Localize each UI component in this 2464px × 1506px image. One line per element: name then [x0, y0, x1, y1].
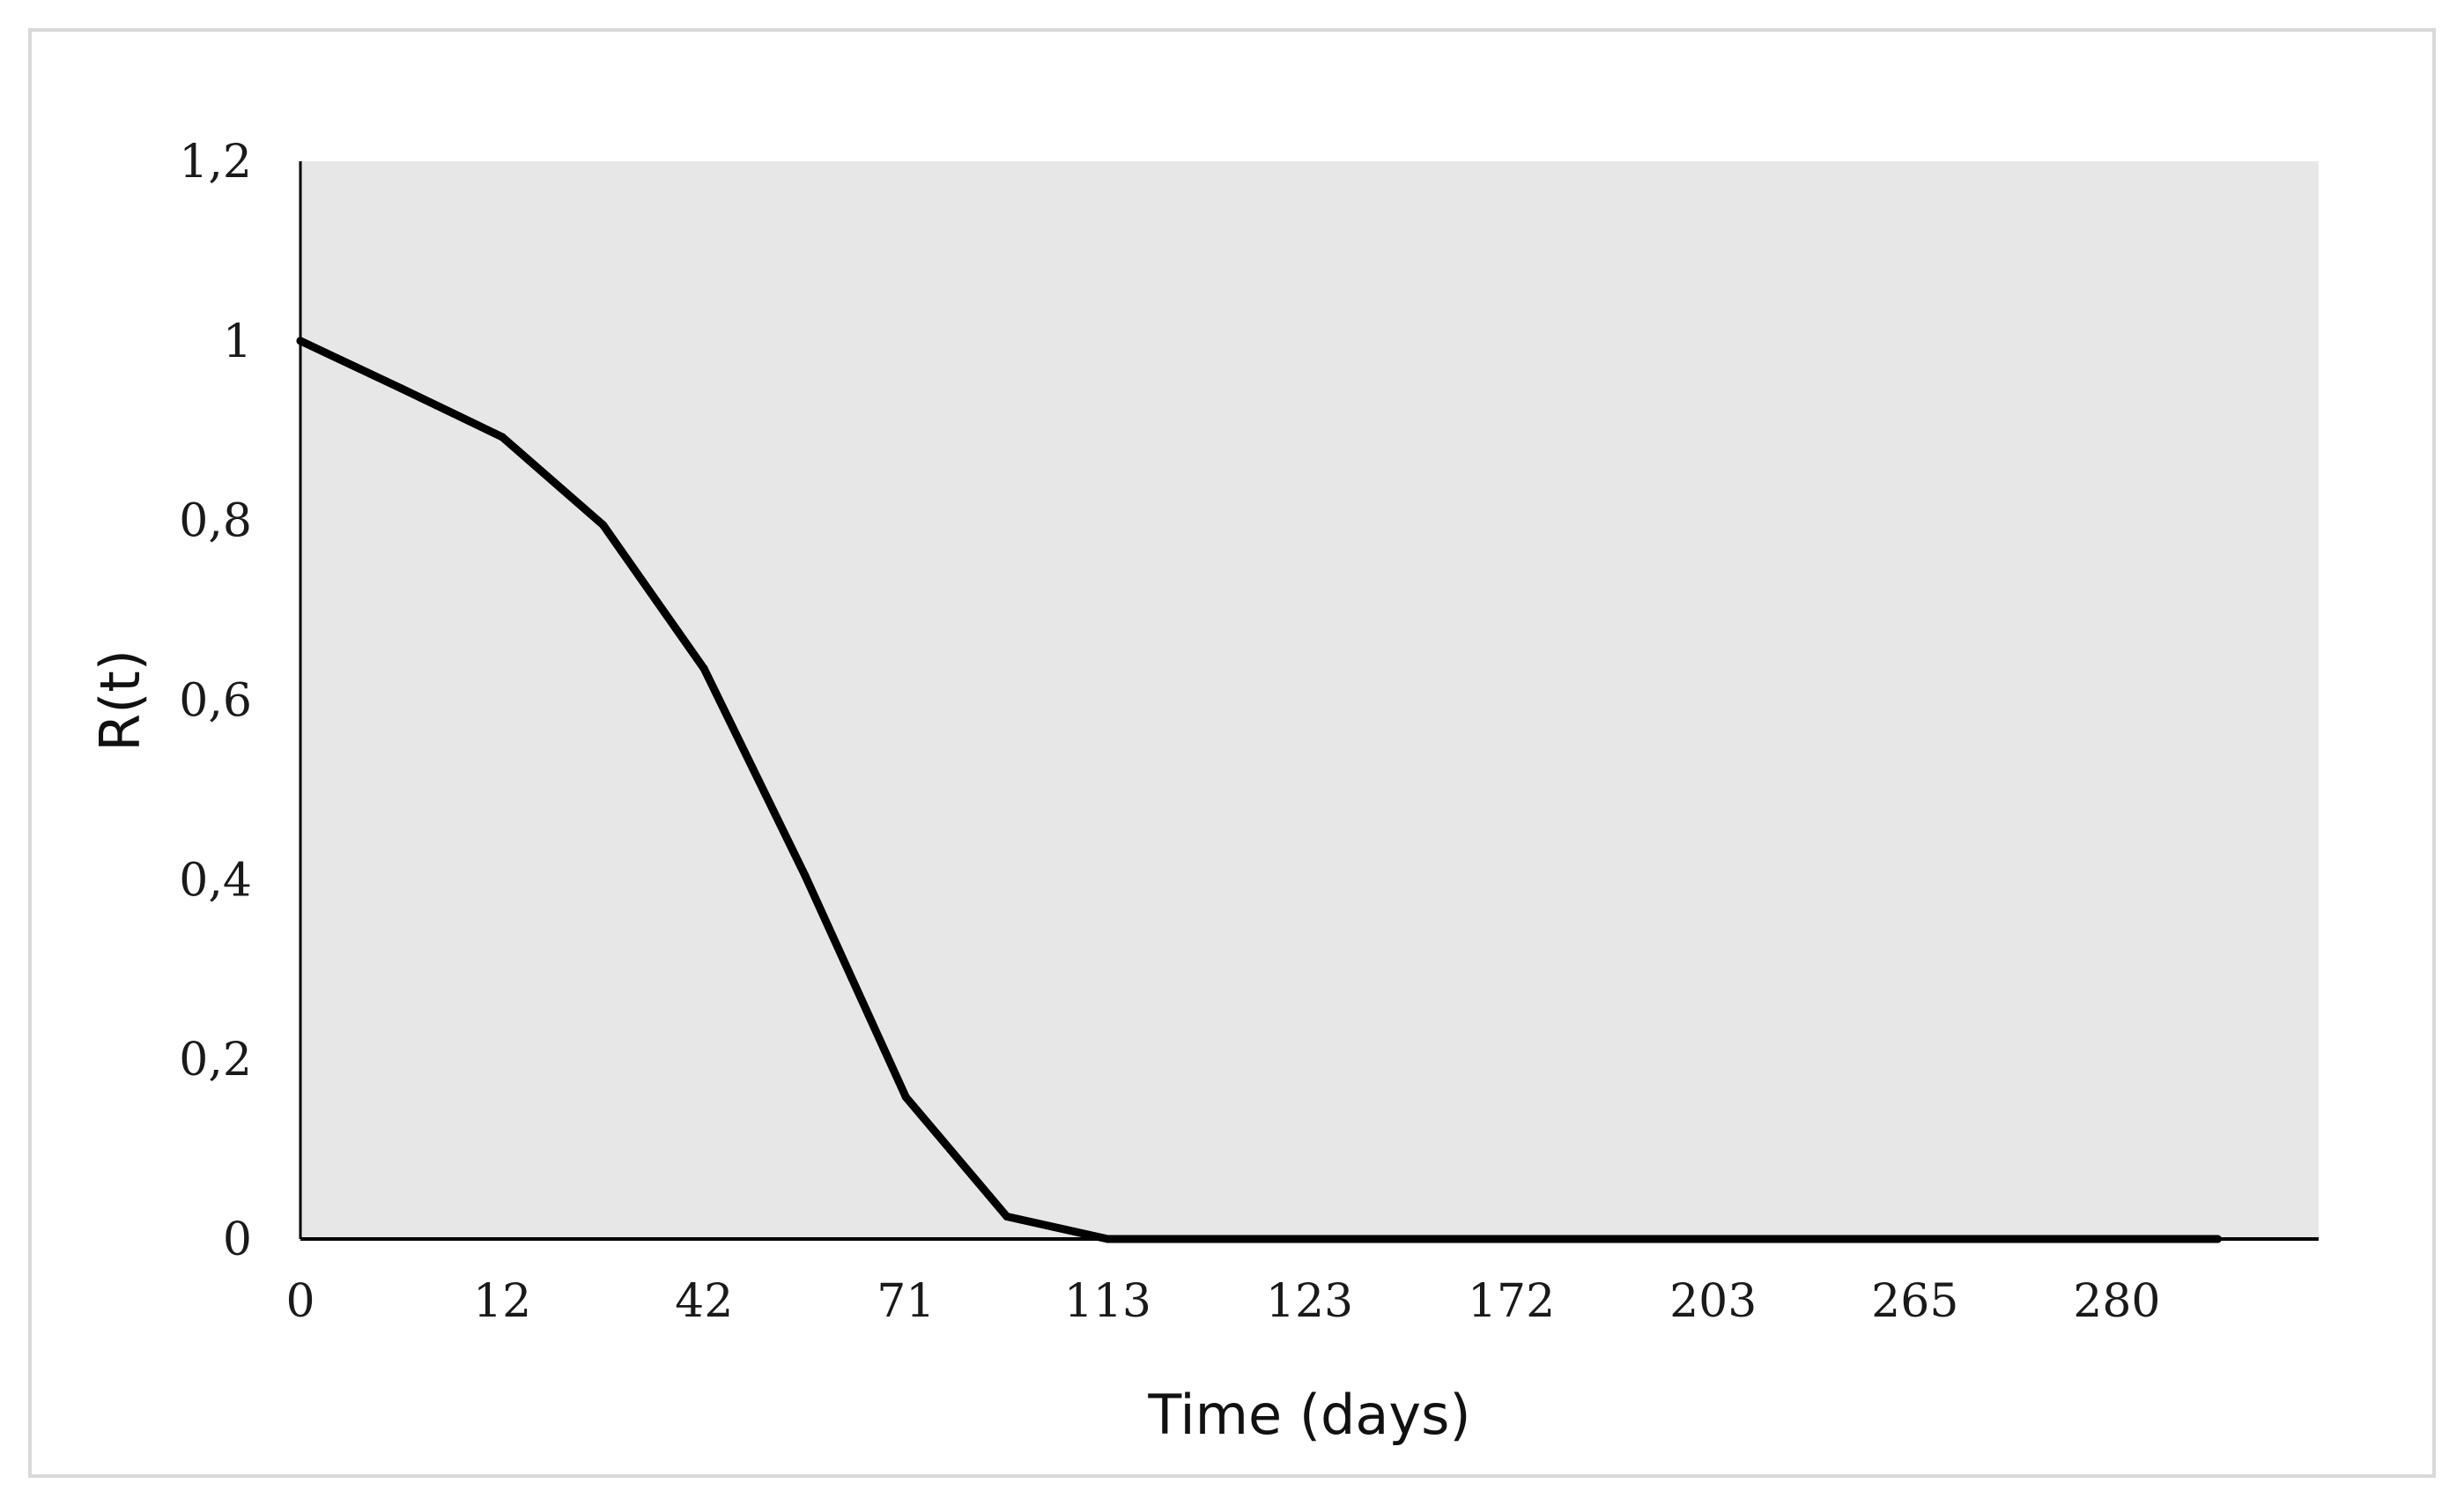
data-point	[1709, 1235, 1718, 1243]
x-tick-label: 0	[285, 1275, 314, 1328]
y-tick-label: 0,4	[179, 854, 252, 907]
series-line	[296, 337, 2222, 1243]
x-tick-label: 203	[1669, 1275, 1757, 1328]
x-tick-label: 42	[675, 1275, 733, 1328]
x-axis-ticks: 0 12 42 71 113 123 172 203 265 280	[285, 1275, 2160, 1328]
y-tick-label: 0	[223, 1213, 252, 1266]
x-tick-label: 265	[1871, 1275, 1958, 1328]
data-point	[1003, 1213, 1011, 1221]
data-point	[1406, 1235, 1415, 1243]
data-point	[498, 433, 507, 441]
data-point	[599, 521, 608, 530]
y-tick-label: 0,8	[179, 495, 252, 548]
data-point	[1809, 1235, 1818, 1243]
x-tick-label: 71	[877, 1275, 935, 1328]
y-tick-label: 0,2	[179, 1034, 252, 1087]
y-tick-label: 1	[223, 315, 252, 368]
data-point	[801, 871, 810, 879]
data-point	[1103, 1235, 1112, 1243]
data-point	[2011, 1235, 2020, 1243]
x-tick-label: 172	[1468, 1275, 1555, 1328]
y-axis-title: R(t)	[88, 649, 152, 752]
plot-area	[300, 161, 2319, 1239]
y-axis-ticks: 0 0,2 0,4 0,6 0,8 1 1,2	[179, 136, 252, 1266]
x-tick-label: 113	[1064, 1275, 1151, 1328]
data-point	[699, 664, 708, 673]
data-point	[901, 1093, 910, 1102]
data-point	[1306, 1235, 1313, 1243]
y-tick-label: 1,2	[179, 136, 252, 189]
x-tick-label: 280	[2073, 1275, 2160, 1328]
data-point	[1911, 1235, 1920, 1243]
x-axis-title: Time (days)	[1147, 1383, 1470, 1447]
data-point	[1608, 1235, 1617, 1243]
y-tick-label: 0,6	[179, 675, 252, 728]
data-point	[1204, 1235, 1213, 1243]
x-tick-label: 12	[473, 1275, 531, 1328]
x-tick-label: 123	[1266, 1275, 1353, 1328]
data-point	[2213, 1235, 2222, 1243]
data-point	[2113, 1235, 2121, 1243]
data-point	[296, 337, 305, 345]
data-point	[1507, 1235, 1516, 1243]
series-points	[296, 337, 2222, 1243]
data-point	[397, 384, 406, 393]
